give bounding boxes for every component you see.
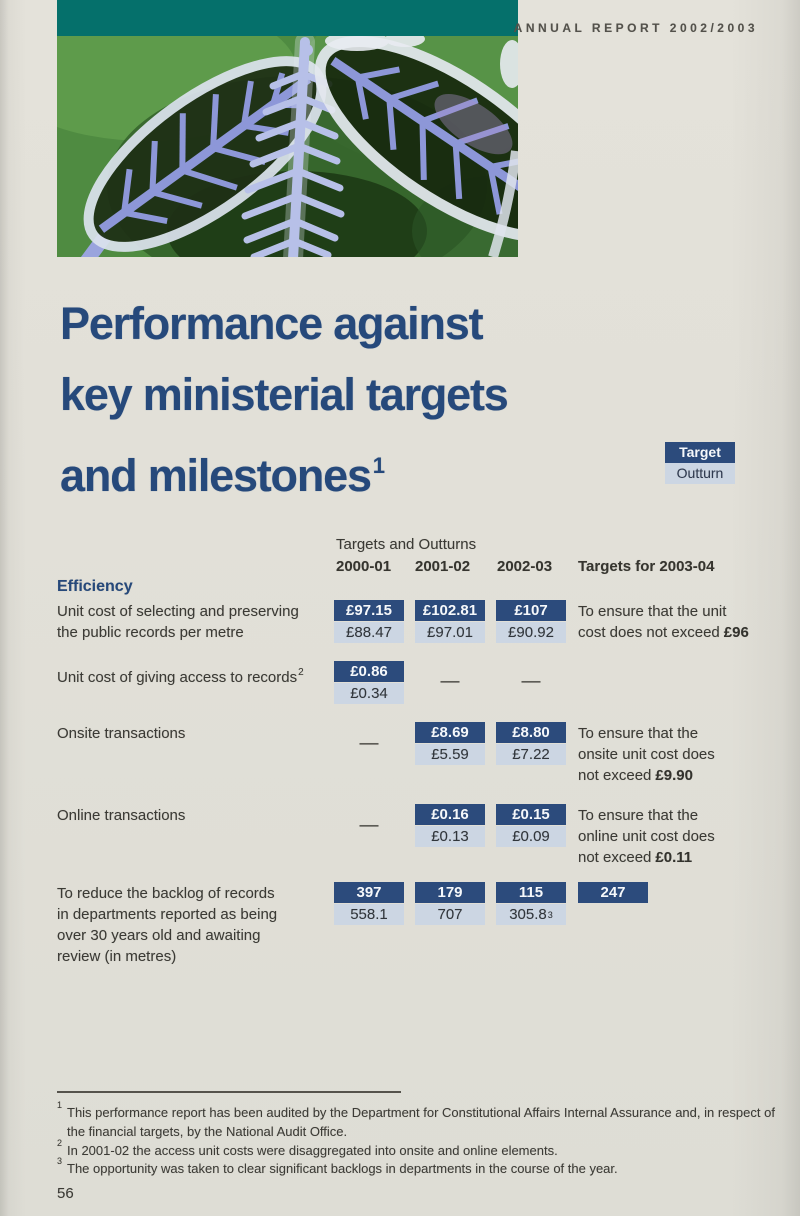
target-value-box: £0.86 bbox=[334, 661, 404, 682]
target-value-box: 179 bbox=[415, 882, 485, 903]
footnote-2: In 2001-02 the access unit costs were di… bbox=[67, 1143, 558, 1158]
metric-label-unit-cost-selecting: Unit cost of selecting and preserving th… bbox=[57, 603, 299, 641]
col-header-2002-03: 2002-03 bbox=[497, 558, 553, 575]
leaf-print-art bbox=[57, 36, 518, 257]
no-data-dash: — bbox=[440, 671, 460, 692]
page-title: Performance against key ministerial targ… bbox=[60, 288, 509, 511]
outturn-value-box: £5.59 bbox=[415, 744, 485, 765]
metric-label-unit-cost-access: Unit cost of giving access to records2 bbox=[57, 667, 304, 686]
legend-outturn-chip: Outturn bbox=[665, 463, 735, 484]
target-2003-note: To ensure that the online unit cost does… bbox=[578, 807, 715, 866]
target-2003-note: To ensure that the unit cost does not ex… bbox=[578, 603, 749, 641]
target-value-box: £97.15 bbox=[334, 600, 404, 621]
no-data-dash: — bbox=[359, 815, 379, 836]
outturn-value-box: £7.22 bbox=[496, 744, 566, 765]
outturn-value-box: £0.34 bbox=[334, 683, 404, 704]
col-header-2000-01: 2000-01 bbox=[336, 558, 392, 575]
target-outturn-legend: Target Outturn bbox=[665, 442, 735, 484]
metric-label-online-transactions: Online transactions bbox=[57, 807, 186, 824]
cover-photo bbox=[57, 0, 518, 257]
outturn-value-box: 558.1 bbox=[334, 904, 404, 925]
target-value-box: 115 bbox=[496, 882, 566, 903]
footnote-marker: 3 bbox=[57, 1156, 63, 1166]
footnote-3: The opportunity was taken to clear signi… bbox=[67, 1161, 618, 1176]
target-value-box: £8.69 bbox=[415, 722, 485, 743]
target-value-box: 397 bbox=[334, 882, 404, 903]
target-2003-value-box: 247 bbox=[578, 882, 648, 903]
target-value-box: £107 bbox=[496, 600, 566, 621]
footnote-marker: 1 bbox=[57, 1100, 63, 1110]
footnote-marker: 2 bbox=[57, 1138, 63, 1148]
legend-target-chip: Target bbox=[665, 442, 735, 463]
report-edition-label: ANNUAL REPORT 2002/2003 bbox=[513, 21, 758, 35]
title-line-2: key ministerial targets bbox=[60, 369, 509, 420]
page-number: 56 bbox=[57, 1185, 74, 1202]
title-line-3: and milestones1 bbox=[60, 450, 386, 501]
metric-label-backlog-reduction: To reduce the backlog of records in depa… bbox=[57, 885, 278, 965]
outturn-value-box: £90.92 bbox=[496, 622, 566, 643]
title-line-1: Performance against bbox=[60, 298, 484, 349]
footnote-1: This performance report has been audited… bbox=[67, 1105, 775, 1139]
table-caption: Targets and Outturns bbox=[336, 536, 477, 553]
target-value-box: £102.81 bbox=[415, 600, 485, 621]
outturn-value-box: £97.01 bbox=[415, 622, 485, 643]
target-value-box: £8.80 bbox=[496, 722, 566, 743]
label-footnote-ref: 2 bbox=[298, 667, 304, 678]
outturn-value-box: 707 bbox=[415, 904, 485, 925]
outturn-value-box: £88.47 bbox=[334, 622, 404, 643]
col-header-2001-02: 2001-02 bbox=[415, 558, 471, 575]
teal-band bbox=[57, 0, 518, 36]
no-data-dash: — bbox=[359, 733, 379, 754]
metric-label-onsite-transactions: Onsite transactions bbox=[57, 725, 186, 742]
title-footnote-ref: 1 bbox=[372, 453, 386, 478]
section-heading-efficiency: Efficiency bbox=[57, 578, 133, 595]
outturn-value-box: 305.8 3 bbox=[496, 904, 566, 925]
no-data-dash: — bbox=[521, 671, 541, 692]
target-value-box: £0.15 bbox=[496, 804, 566, 825]
footnote-divider bbox=[57, 1091, 401, 1093]
outturn-value-box: £0.13 bbox=[415, 826, 485, 847]
col-header-targets-2003-04: Targets for 2003-04 bbox=[578, 558, 715, 575]
outturn-value-box: £0.09 bbox=[496, 826, 566, 847]
target-value-box: £0.16 bbox=[415, 804, 485, 825]
target-2003-note: To ensure that the onsite unit cost does… bbox=[578, 725, 715, 784]
